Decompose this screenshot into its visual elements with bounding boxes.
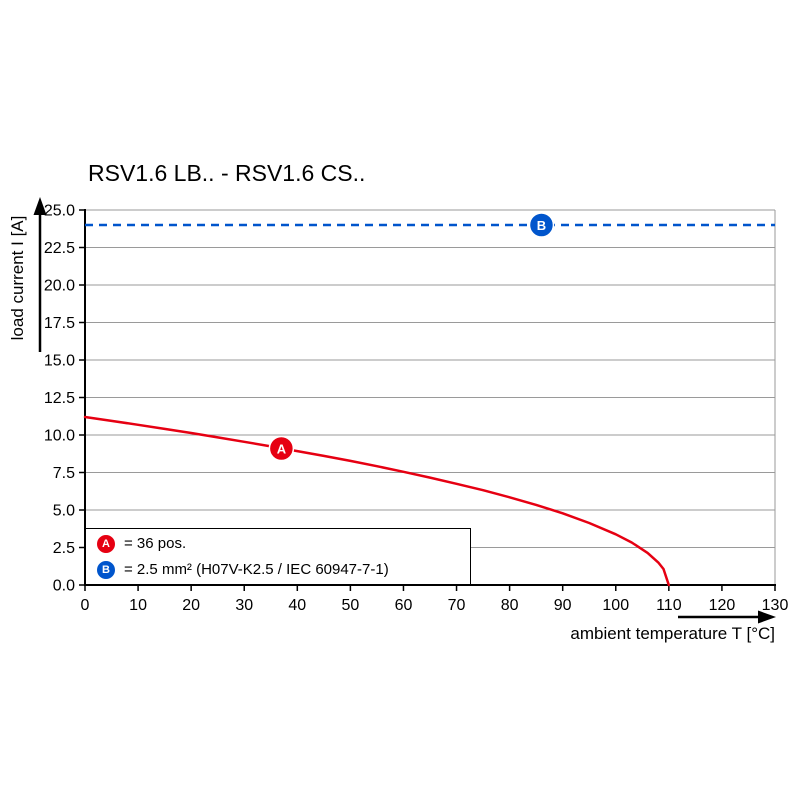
- svg-text:15.0: 15.0: [44, 353, 75, 370]
- svg-text:25.0: 25.0: [44, 203, 75, 220]
- svg-text:22.5: 22.5: [44, 240, 75, 257]
- svg-text:5.0: 5.0: [53, 503, 75, 520]
- series-b-marker-icon: B: [96, 559, 116, 580]
- legend: A = 36 pos. B = 2.5 mm² (H07V-K2.5 / IEC…: [85, 528, 471, 585]
- x-axis-label: ambient temperature T [°C]: [570, 624, 775, 643]
- svg-text:10.0: 10.0: [44, 428, 75, 445]
- svg-text:7.5: 7.5: [53, 465, 75, 482]
- svg-text:90: 90: [554, 597, 572, 614]
- svg-text:80: 80: [501, 597, 519, 614]
- svg-text:A: A: [277, 442, 287, 457]
- legend-item-b: B = 2.5 mm² (H07V-K2.5 / IEC 60947-7-1): [96, 559, 460, 580]
- svg-text:110: 110: [656, 597, 682, 614]
- svg-text:70: 70: [448, 597, 466, 614]
- svg-text:20: 20: [182, 597, 200, 614]
- chart-title: RSV1.6 LB.. - RSV1.6 CS..: [88, 160, 366, 186]
- svg-text:B: B: [537, 218, 546, 233]
- svg-text:0: 0: [81, 597, 90, 614]
- svg-text:17.5: 17.5: [44, 315, 75, 332]
- svg-text:100: 100: [602, 597, 629, 614]
- svg-text:12.5: 12.5: [44, 390, 75, 407]
- svg-text:2.5: 2.5: [53, 540, 75, 557]
- svg-text:50: 50: [341, 597, 359, 614]
- svg-text:120: 120: [709, 597, 736, 614]
- series-a-marker-icon: A: [96, 533, 116, 554]
- legend-item-a: A = 36 pos.: [96, 533, 460, 554]
- svg-text:130: 130: [762, 597, 789, 614]
- y-axis-label: load current I [A]: [8, 215, 27, 341]
- svg-text:20.0: 20.0: [44, 278, 75, 295]
- legend-label-a: = 36 pos.: [124, 535, 187, 552]
- svg-text:0.0: 0.0: [53, 578, 75, 595]
- svg-text:10: 10: [129, 597, 147, 614]
- legend-label-b: = 2.5 mm² (H07V-K2.5 / IEC 60947-7-1): [124, 561, 389, 578]
- svg-text:30: 30: [235, 597, 253, 614]
- svg-text:40: 40: [288, 597, 306, 614]
- svg-text:60: 60: [395, 597, 413, 614]
